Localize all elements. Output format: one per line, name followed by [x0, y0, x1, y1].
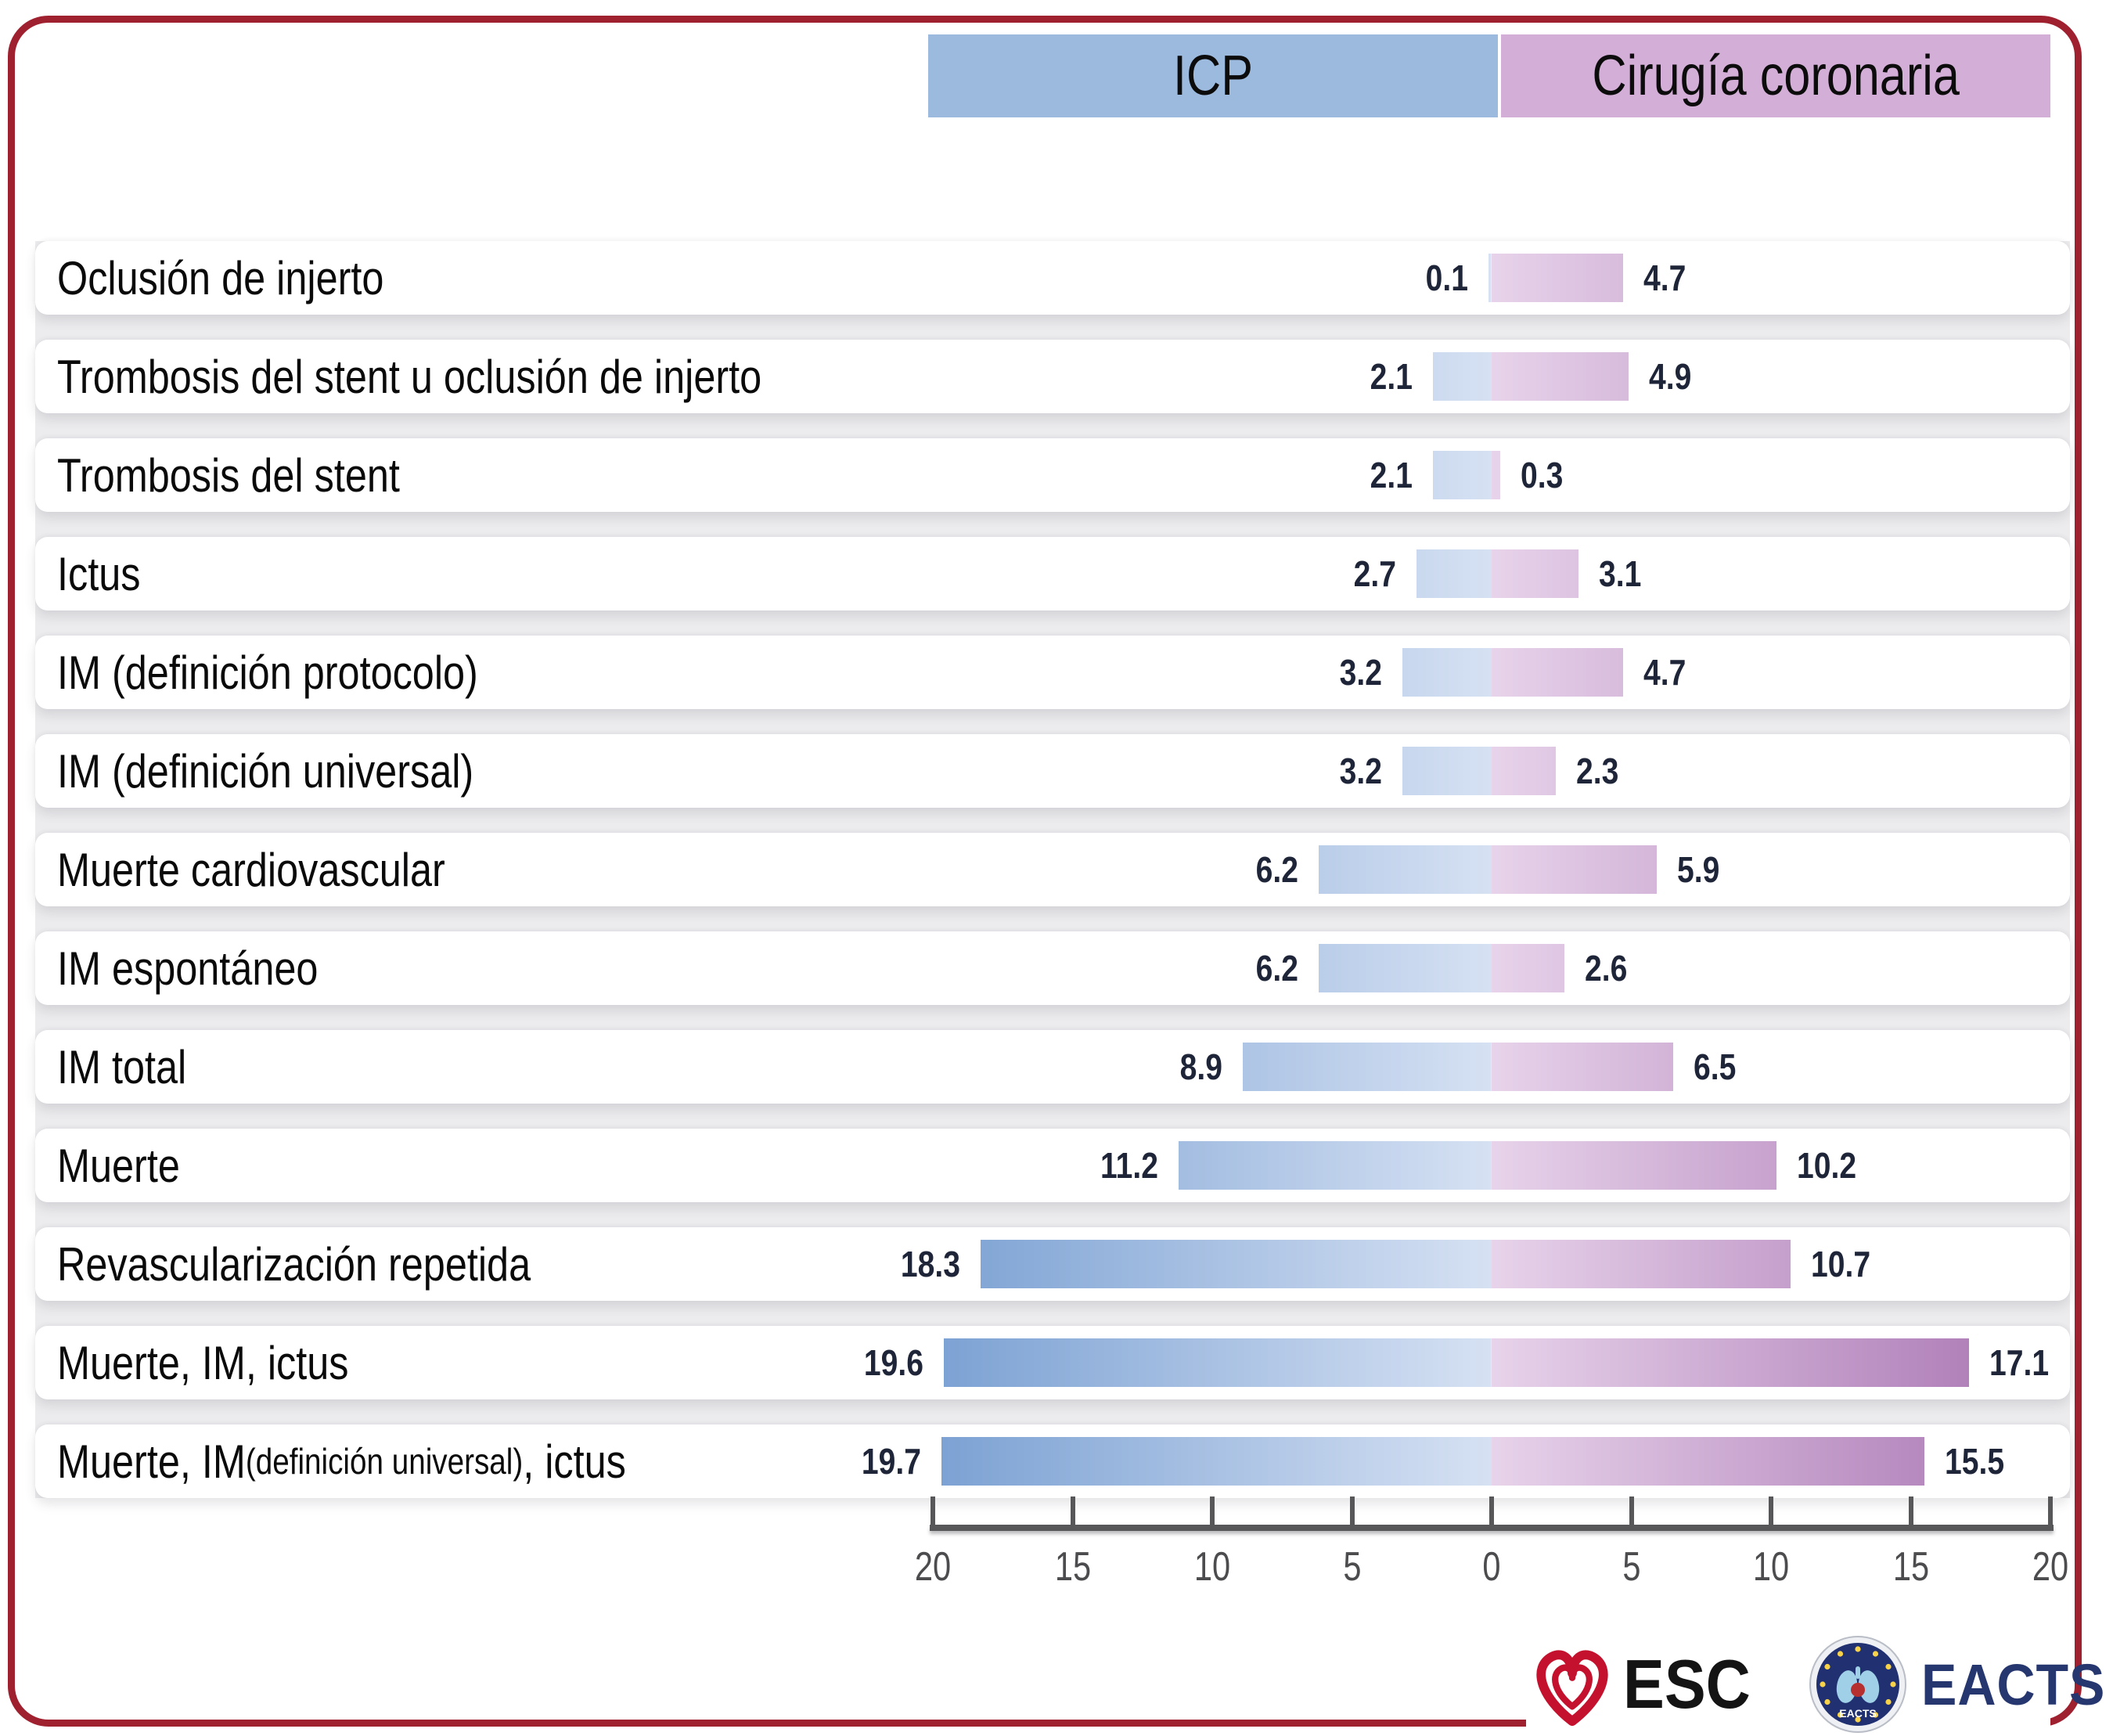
icp-bar [1402, 648, 1492, 697]
surgery-value: 3.1 [1598, 553, 1642, 594]
surgery-bar [1492, 254, 1623, 302]
surgery-value: 4.7 [1643, 258, 1686, 298]
table-row: Revascularización repetida 18.3 10.7 [35, 1227, 2070, 1301]
category-label: Oclusión de injerto [57, 251, 384, 304]
surgery-value: 5.9 [1676, 849, 1719, 890]
surgery-value: 6.5 [1694, 1046, 1737, 1087]
table-row: IM total 8.9 6.5 [35, 1030, 2070, 1104]
surgery-value: 0.3 [1520, 455, 1564, 495]
eacts-badge-text: EACTS [1839, 1707, 1876, 1720]
icp-bar [980, 1240, 1492, 1288]
esc-heart-icon [1536, 1650, 1608, 1727]
table-row: Muerte cardiovascular 6.2 5.9 [35, 833, 2070, 906]
icp-bar [1402, 747, 1492, 795]
icp-bar [1433, 451, 1492, 499]
surgery-bar [1492, 1141, 1777, 1190]
category-label: Ictus [57, 547, 141, 600]
surgery-value: 10.2 [1797, 1145, 1857, 1186]
esc-logo-text: ESC [1623, 1645, 1751, 1723]
surgery-bar [1492, 549, 1578, 598]
legend-icp: ICP [928, 34, 1498, 117]
table-row: IM (definición universal) 3.2 2.3 [35, 734, 2070, 808]
icp-value: 6.2 [1255, 948, 1298, 989]
icp-bar [1318, 845, 1492, 894]
category-label: Revascularización repetida [57, 1237, 531, 1291]
surgery-value: 4.9 [1648, 356, 1692, 397]
icp-value: 2.1 [1370, 455, 1413, 495]
category-label: Trombosis del stent [57, 448, 400, 502]
icp-bar [944, 1338, 1492, 1387]
icp-bar [1433, 352, 1492, 401]
surgery-value: 4.7 [1643, 652, 1686, 693]
table-row: Oclusión de injerto 0.1 4.7 [35, 241, 2070, 315]
category-label: Muerte, IM (definición universal), ictus [57, 1435, 626, 1488]
surgery-bar [1492, 648, 1623, 697]
table-row: Trombosis del stent 2.1 0.3 [35, 438, 2070, 512]
surgery-bar [1492, 1043, 1674, 1091]
icp-bar [1488, 254, 1492, 302]
category-label: IM total [57, 1040, 187, 1093]
icp-value: 2.7 [1353, 553, 1396, 594]
icp-value: 3.2 [1339, 751, 1382, 791]
surgery-bar [1492, 352, 1629, 401]
legend-icp-label: ICP [1172, 45, 1254, 107]
chart-rows-area: Oclusión de injerto 0.1 4.7 Trombosis del s… [35, 241, 2070, 1498]
surgery-bar [1492, 451, 1500, 499]
legend-surgery: Cirugía coronaria [1501, 34, 2050, 117]
icp-value: 2.1 [1370, 356, 1413, 397]
icp-value: 0.1 [1426, 258, 1469, 298]
icp-bar [1179, 1141, 1492, 1190]
surgery-bar [1492, 944, 1564, 992]
icp-value: 11.2 [1100, 1145, 1159, 1186]
eacts-logo-text: EACTS [1920, 1651, 2106, 1717]
surgery-bar [1492, 1437, 1925, 1486]
icp-bar [1318, 944, 1492, 992]
footer-logos: ESC EACTS EACTS [1526, 1633, 2104, 1736]
icp-value: 3.2 [1339, 652, 1382, 693]
surgery-value: 2.3 [1576, 751, 1619, 791]
icp-value: 18.3 [900, 1244, 960, 1284]
icp-value: 19.6 [864, 1342, 924, 1383]
surgery-value: 15.5 [1945, 1441, 2005, 1482]
category-label: IM espontáneo [57, 942, 319, 995]
table-row: Muerte, IM, ictus 19.6 17.1 [35, 1326, 2070, 1399]
surgery-bar [1492, 1240, 1791, 1288]
surgery-bar [1492, 845, 1657, 894]
surgery-bar [1492, 1338, 1970, 1387]
eacts-emblem-icon: EACTS [1809, 1636, 1906, 1733]
surgery-bar [1492, 747, 1557, 795]
icp-bar [1416, 549, 1492, 598]
category-label: IM (definición universal) [57, 744, 474, 798]
outer-red-frame [8, 16, 2082, 1727]
icp-bar [1243, 1043, 1492, 1091]
icp-value: 8.9 [1179, 1046, 1223, 1087]
category-label: IM (definición protocolo) [57, 646, 478, 699]
surgery-value: 17.1 [1989, 1342, 2050, 1383]
icp-value: 19.7 [861, 1441, 921, 1482]
category-label: Muerte cardiovascular [57, 843, 445, 896]
legend-surgery-label: Cirugía coronaria [1592, 45, 1960, 107]
table-row: Muerte, IM (definición universal), ictus… [35, 1424, 2070, 1498]
icp-value: 6.2 [1255, 849, 1298, 890]
category-label: Trombosis del stent u oclusión de injert… [57, 350, 762, 403]
icp-bar [941, 1437, 1492, 1486]
category-label: Muerte [57, 1139, 180, 1192]
table-row: Muerte 11.2 10.2 [35, 1129, 2070, 1202]
surgery-value: 2.6 [1584, 948, 1628, 989]
table-row: IM espontáneo 6.2 2.6 [35, 931, 2070, 1005]
surgery-value: 10.7 [1810, 1244, 1871, 1284]
category-label: Muerte, IM, ictus [57, 1336, 349, 1389]
table-row: IM (definición protocolo) 3.2 4.7 [35, 636, 2070, 709]
table-row: Trombosis del stent u oclusión de injert… [35, 340, 2070, 413]
table-row: Ictus 2.7 3.1 [35, 537, 2070, 610]
